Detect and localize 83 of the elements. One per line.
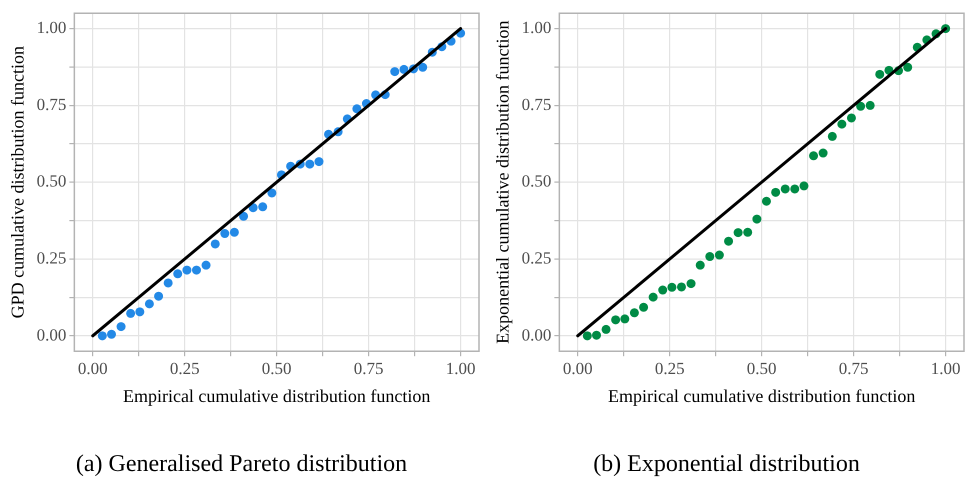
y-tick-label: 1.00 <box>36 18 66 38</box>
point <box>267 188 276 198</box>
x-tick-label: 1.00 <box>930 358 960 378</box>
point <box>714 250 724 260</box>
point <box>828 132 837 141</box>
point <box>399 64 408 74</box>
point <box>154 292 164 301</box>
point <box>173 269 182 278</box>
point <box>696 260 705 270</box>
y-tick-label: 0.50 <box>36 172 66 191</box>
point <box>752 214 762 224</box>
point <box>705 252 714 262</box>
point <box>220 229 230 238</box>
point <box>192 266 201 275</box>
point <box>210 239 220 248</box>
point <box>126 308 136 318</box>
y-tick-label: 0.75 <box>36 94 66 114</box>
x-axis-title: Empirical cumulative distribution function <box>122 386 430 406</box>
y-tick-label: 0.25 <box>36 248 66 268</box>
point <box>230 228 239 237</box>
y-tick-label: 1.00 <box>522 18 552 38</box>
x-axis-title: Empirical cumulative distribution function <box>608 386 916 406</box>
point <box>116 322 126 332</box>
point <box>418 62 428 72</box>
x-tick-label: 0.75 <box>354 358 384 378</box>
point <box>734 228 743 238</box>
point <box>352 104 362 114</box>
x-tick-label: 0.00 <box>78 358 108 378</box>
y-tick-label: 0.50 <box>522 172 552 191</box>
point <box>144 299 154 308</box>
text: (b) Exponential distribution <box>593 450 860 477</box>
point <box>390 67 400 76</box>
point <box>903 62 912 72</box>
point <box>648 292 658 302</box>
x-tick-label: 0.50 <box>262 358 292 378</box>
point <box>182 266 192 275</box>
y-tick-label: 0.00 <box>522 325 552 344</box>
point <box>837 120 846 129</box>
point <box>135 307 144 316</box>
x-tick-label: 0.25 <box>654 358 685 378</box>
point <box>780 184 790 194</box>
point <box>856 102 866 111</box>
point <box>667 282 676 292</box>
x-tick-label: 0.50 <box>746 358 777 378</box>
point <box>771 188 780 197</box>
point <box>620 314 630 324</box>
point <box>107 330 116 339</box>
y-tick-label: 0.25 <box>522 248 552 268</box>
point <box>164 278 173 288</box>
point <box>305 160 314 169</box>
point <box>98 331 107 340</box>
x-tick-label: 0.00 <box>562 358 593 378</box>
point <box>686 279 696 288</box>
x-tick-label: 0.75 <box>838 358 869 378</box>
point <box>592 330 602 340</box>
point <box>875 70 884 79</box>
text: (a) Generalised Pareto distribution <box>76 450 408 477</box>
point <box>866 100 875 110</box>
x-tick-label: 0.25 <box>170 358 200 378</box>
point <box>639 302 648 312</box>
point <box>818 148 828 158</box>
point <box>724 236 734 246</box>
x-tick-label: 1.00 <box>446 358 476 378</box>
point <box>202 260 211 270</box>
point <box>630 308 639 318</box>
point <box>809 151 818 160</box>
point <box>602 324 611 334</box>
point <box>743 228 752 237</box>
point <box>799 181 808 190</box>
point <box>846 113 856 122</box>
point <box>314 157 324 166</box>
y-tick-label: 0.75 <box>522 94 552 114</box>
point <box>611 315 620 324</box>
point <box>239 212 248 221</box>
point <box>258 202 268 212</box>
point <box>582 331 592 340</box>
point <box>676 282 686 292</box>
point <box>790 184 800 194</box>
point <box>658 286 668 295</box>
y-tick-label: 0.00 <box>36 325 66 344</box>
y-axis-title: Exponential cumulative distribution function <box>492 20 513 344</box>
point <box>762 196 771 206</box>
y-axis-title: GPD cumulative distribution function <box>8 46 28 318</box>
